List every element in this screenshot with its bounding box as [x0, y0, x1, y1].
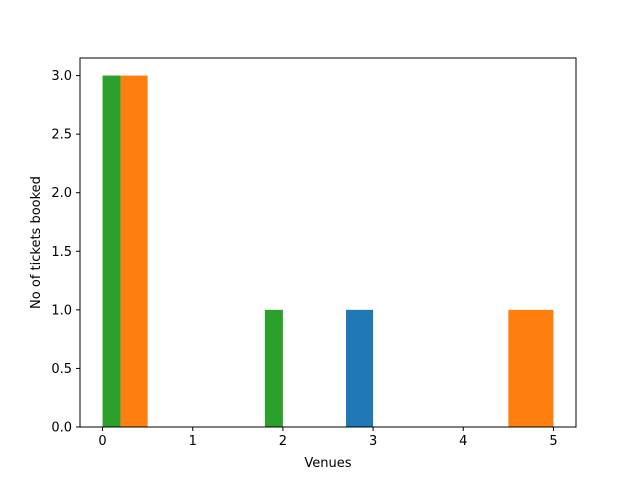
x-axis-label: Venues: [304, 456, 351, 471]
x-tick-label: 4: [459, 434, 467, 449]
x-tick-label: 5: [549, 434, 557, 449]
bar-2: [264, 309, 283, 427]
bar-1: [120, 75, 148, 428]
x-tick-label: 0: [98, 434, 106, 449]
bars-group: [102, 75, 554, 428]
x-tick-label: 3: [369, 434, 377, 449]
y-tick-label: 0.5: [51, 362, 72, 377]
y-tick-label: 1.0: [51, 303, 72, 318]
x-tick-label: 2: [279, 434, 287, 449]
y-tick-label: 1.5: [51, 245, 72, 260]
bar-0: [102, 75, 121, 428]
y-axis-label: No of tickets booked: [29, 176, 44, 309]
bar-3: [346, 309, 374, 427]
x-tick-label: 1: [189, 434, 197, 449]
y-tick-label: 2.5: [51, 128, 72, 143]
y-tick-label: 3.0: [51, 69, 72, 84]
y-tick-label: 2.0: [51, 186, 72, 201]
x-axis-ticks: 0 1 2 3 4 5: [98, 427, 558, 449]
y-tick-label: 0.0: [51, 421, 72, 436]
y-axis-ticks: 0.0 0.5 1.0 1.5 2.0 2.5 3.0: [51, 69, 80, 436]
plot-frame: [79, 57, 577, 428]
bar-4: [508, 309, 554, 427]
